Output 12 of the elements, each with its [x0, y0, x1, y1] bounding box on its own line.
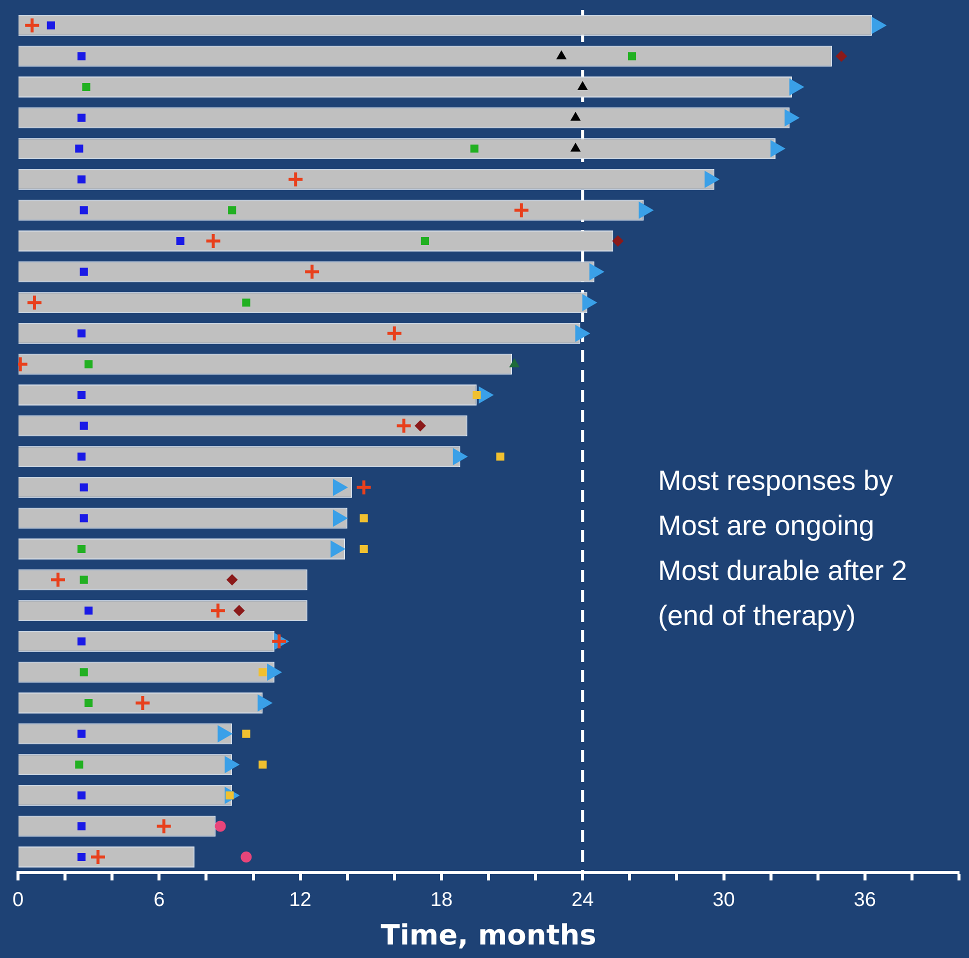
annotation: Most durable after 2 [658, 554, 908, 588]
x-tick-label: 18 [430, 888, 453, 911]
annotation: Most responses by [658, 464, 894, 498]
x-tick-label: 24 [571, 888, 594, 911]
x-tick-label: 0 [12, 888, 24, 911]
x-tick-label: 36 [854, 888, 876, 911]
x-tick-label: 6 [154, 888, 165, 911]
x-axis-title: Time, months [380, 918, 596, 952]
annotation: (end of therapy) [658, 599, 857, 633]
x-tick-label: 30 [712, 888, 735, 911]
x-tick-label: 12 [289, 888, 312, 911]
annotation: Most are ongoing [658, 509, 876, 543]
